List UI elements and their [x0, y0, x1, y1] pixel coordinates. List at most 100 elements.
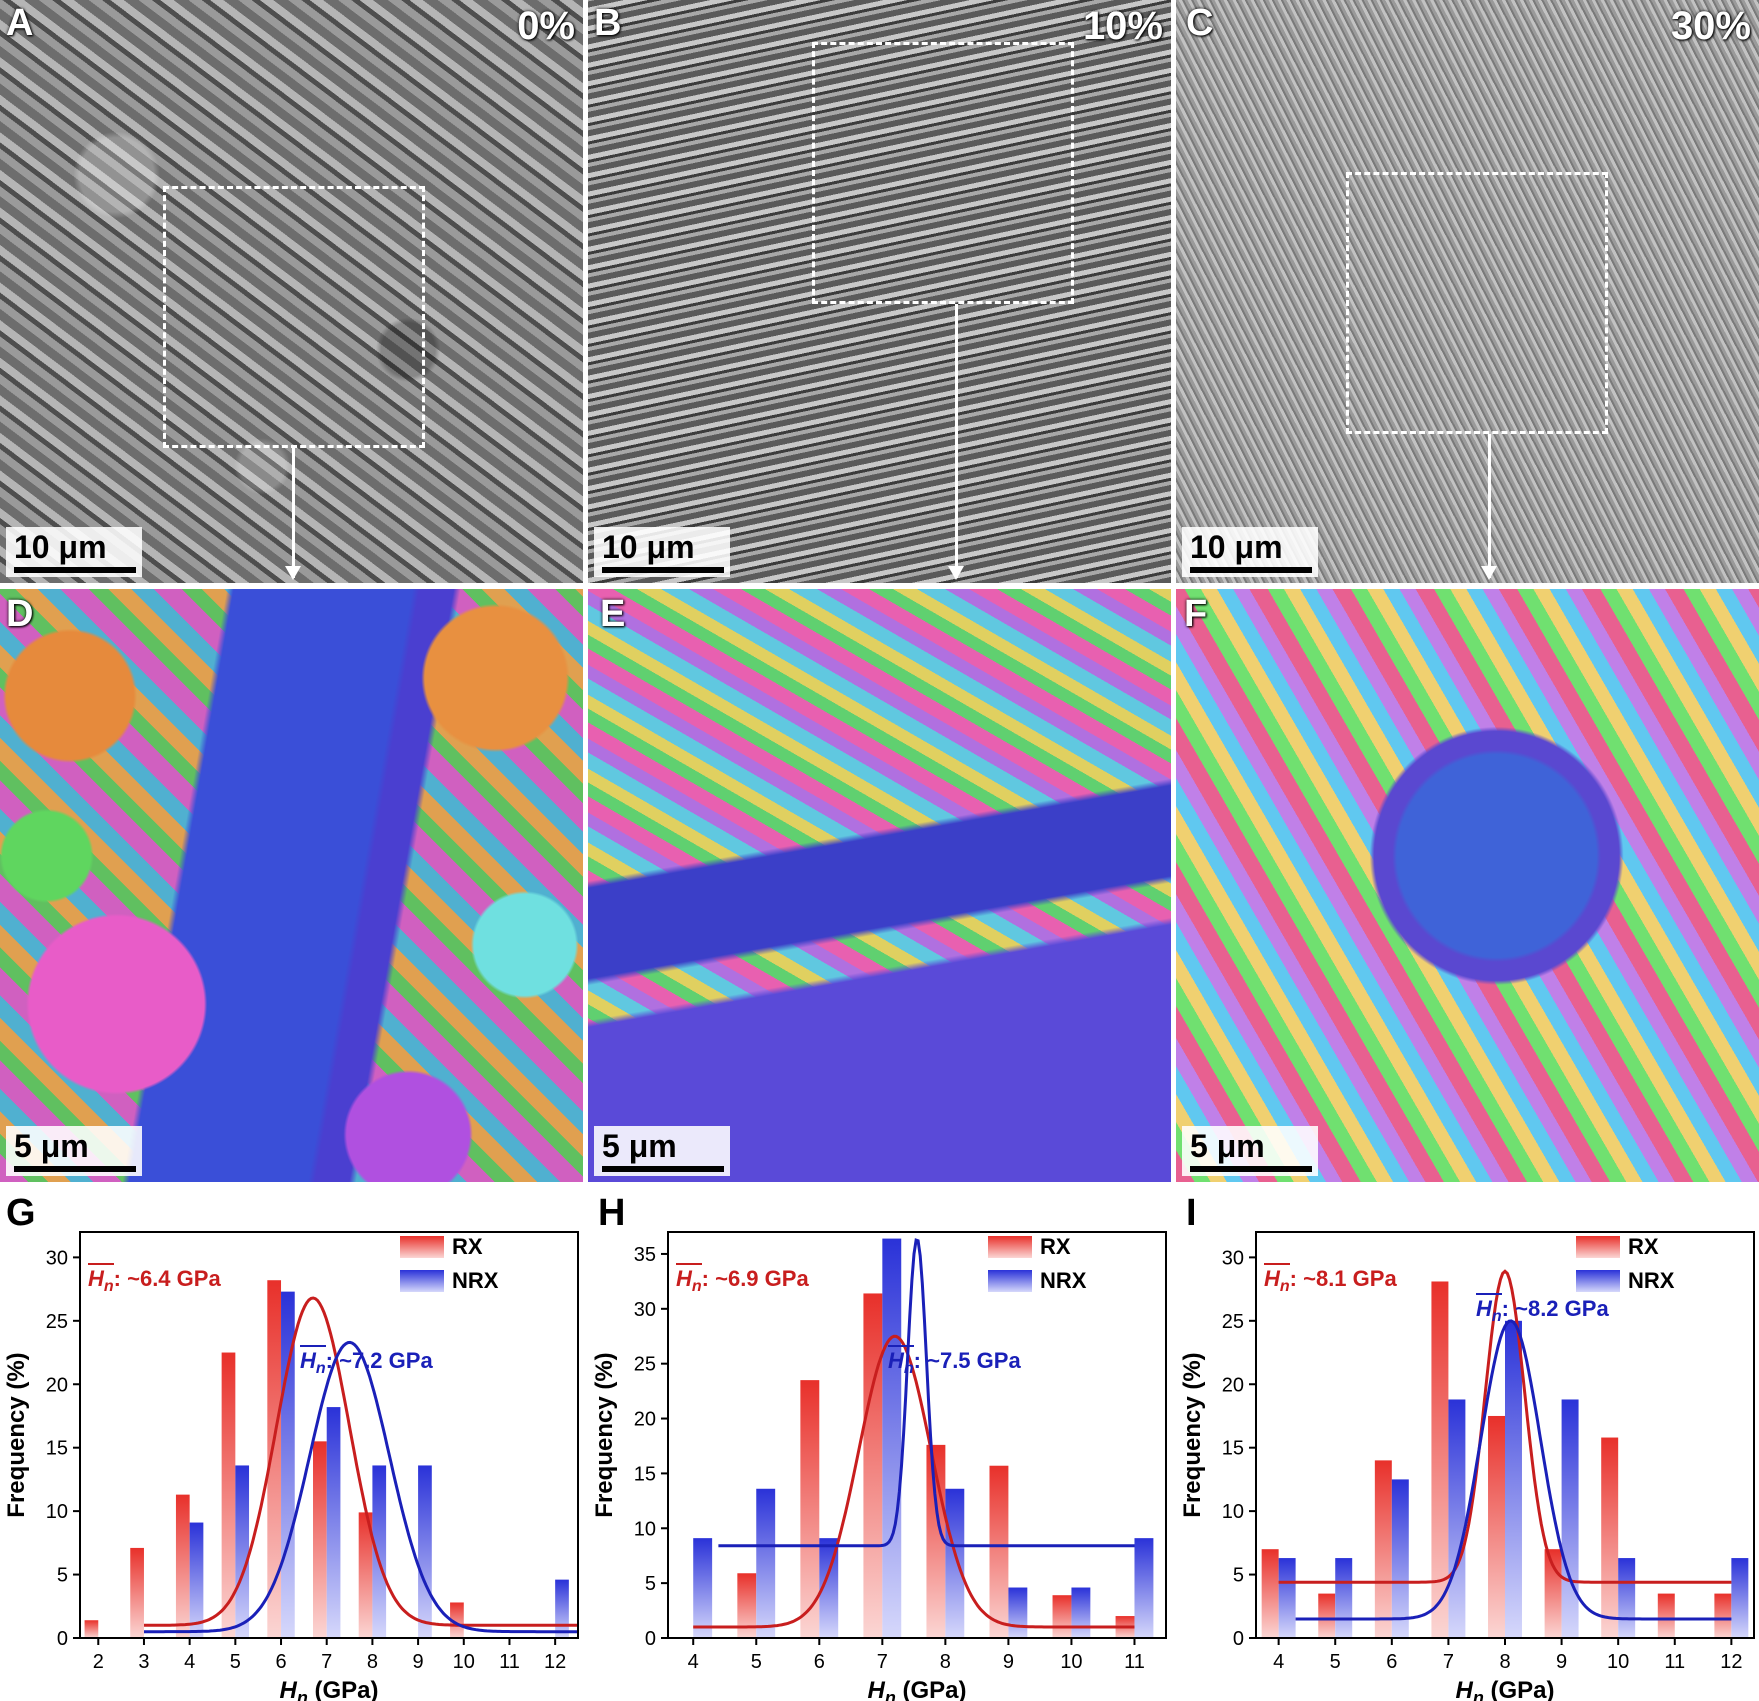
panel-label-g: G: [6, 1192, 36, 1234]
arrow-c: [1481, 434, 1497, 580]
y-tick-label: 30: [46, 1247, 68, 1269]
scale-bar-d: 5 μm: [6, 1126, 142, 1176]
x-tick-label: 5: [1330, 1651, 1341, 1673]
panel-label-d: D: [6, 593, 34, 635]
fit-curve-nrx: [718, 1238, 1135, 1548]
x-tick-label: 5: [751, 1651, 762, 1673]
bar-rx: [1374, 1460, 1392, 1638]
bar-rx: [313, 1441, 327, 1638]
scale-text-e: 5 μm: [602, 1128, 677, 1164]
x-tick-label: 4: [184, 1651, 195, 1673]
x-tick-label: 9: [413, 1651, 424, 1673]
roi-box-c: [1346, 172, 1608, 434]
fit-curve-nrx: [1295, 1319, 1732, 1621]
histogram-h: 4 5 6 7 8 9 10 11 0 5 10 15 20 25 30 35 Hn (GPa) Frequenc…: [591, 1231, 1167, 1701]
bar-nrx: [555, 1579, 569, 1638]
bar-rx: [130, 1547, 144, 1638]
bar-nrx: [693, 1538, 713, 1638]
x-tick-label: 4: [1273, 1651, 1284, 1673]
scale-bar-c: 10 μm: [1182, 527, 1318, 577]
y-tick-label: 25: [1222, 1311, 1244, 1333]
scale-bar-e: 5 μm: [594, 1126, 730, 1176]
bar-rx: [1714, 1593, 1732, 1638]
roi-box-b: [812, 42, 1074, 304]
bar-rx: [1657, 1593, 1675, 1638]
panel-label-h: H: [598, 1192, 626, 1234]
bar-nrx: [1335, 1558, 1353, 1638]
x-tick-label: 8: [367, 1651, 378, 1673]
bar-nrx: [235, 1465, 250, 1638]
x-tick-label: 6: [275, 1651, 286, 1673]
bar-nrx: [1278, 1558, 1296, 1638]
strain-label-c: 30%: [1670, 4, 1751, 48]
y-axis-label: Frequency (%): [591, 1352, 618, 1517]
y-tick-label: 25: [46, 1311, 68, 1333]
y-tick-label: 0: [645, 1628, 656, 1650]
scale-text-a: 10 μm: [14, 529, 107, 565]
y-tick-label: 10: [634, 1518, 656, 1540]
x-tick-label: 3: [138, 1651, 149, 1673]
x-tick-label: 4: [688, 1651, 699, 1673]
x-tick-label: 11: [499, 1651, 520, 1673]
bar-rx: [1052, 1595, 1072, 1638]
ebsd-map-f: F 5 μm: [1176, 589, 1759, 1182]
x-tick-label: 8: [1499, 1651, 1510, 1673]
x-tick-label: 8: [940, 1651, 951, 1673]
y-tick-label: 5: [1233, 1565, 1244, 1587]
y-tick-label: 0: [1233, 1628, 1244, 1650]
fit-curve-nrx: [144, 1340, 578, 1634]
bar-rx: [1318, 1593, 1336, 1638]
fit-curve-rx: [1278, 1269, 1732, 1584]
x-tick-label: 7: [321, 1651, 332, 1673]
x-tick-label: 10: [1607, 1651, 1629, 1673]
bar-nrx: [372, 1465, 387, 1638]
scale-bar-f: 5 μm: [1182, 1126, 1318, 1176]
bar-nrx: [1071, 1587, 1091, 1638]
bar-rx: [175, 1494, 190, 1638]
panel-label-a: A: [6, 2, 34, 44]
y-tick-label: 20: [1222, 1374, 1244, 1396]
bar-rx: [989, 1465, 1009, 1638]
y-tick-label: 15: [1222, 1438, 1244, 1460]
x-axis-label: Hn (GPa): [1455, 1677, 1554, 1701]
panel-label-i: I: [1186, 1192, 1197, 1234]
bar-rx: [1488, 1415, 1505, 1638]
roi-box-a: [163, 186, 425, 448]
bar-nrx: [1391, 1479, 1409, 1638]
x-tick-label: 12: [1720, 1651, 1742, 1673]
x-tick-label: 11: [1664, 1651, 1685, 1673]
y-tick-label: 30: [634, 1299, 656, 1321]
plot-frame: [79, 1231, 579, 1639]
legend-swatch-nrx: [400, 1270, 444, 1292]
x-tick-label: 9: [1003, 1651, 1014, 1673]
scale-text-c: 10 μm: [1190, 529, 1283, 565]
x-tick-label: 6: [814, 1651, 825, 1673]
arrow-a: [285, 448, 301, 580]
legend-swatch-rx: [988, 1236, 1032, 1258]
panel-label-c: C: [1186, 2, 1214, 44]
bar-rx: [358, 1512, 373, 1638]
plot-frame: [667, 1231, 1167, 1639]
fit-curve-rx: [693, 1334, 1135, 1629]
histogram-g: 2 3 4 5 6 7 8 9 10 11 12 0 5 10 15 20 25 30 Hn (GPa) Freque…: [3, 1231, 579, 1701]
y-tick-label: 15: [634, 1463, 656, 1485]
bar-nrx: [756, 1488, 776, 1638]
bar-rx: [1431, 1281, 1449, 1638]
x-tick-label: 12: [544, 1651, 566, 1673]
scale-text-b: 10 μm: [602, 529, 695, 565]
sem-image-a: A 0% 10 μm: [0, 0, 583, 583]
arrow-b: [948, 304, 964, 580]
x-tick-label: 7: [877, 1651, 888, 1673]
y-tick-label: 5: [57, 1565, 68, 1587]
y-axis-label: Frequency (%): [1179, 1352, 1206, 1517]
y-tick-label: 25: [634, 1354, 656, 1376]
bar-rx: [221, 1352, 236, 1638]
bar-nrx: [1561, 1399, 1579, 1638]
sem-image-b: B 10% 10 μm: [588, 0, 1171, 583]
mean-annotation-rx: Hn: ~8.1 GPa: [1264, 1266, 1397, 1295]
y-tick-label: 20: [46, 1374, 68, 1396]
legend-label-rx: RX: [452, 1234, 483, 1259]
y-tick-label: 10: [46, 1501, 68, 1523]
y-axis-label: Frequency (%): [3, 1352, 30, 1517]
mean-annotation-nrx: Hn: ~8.2 GPa: [1476, 1296, 1609, 1325]
